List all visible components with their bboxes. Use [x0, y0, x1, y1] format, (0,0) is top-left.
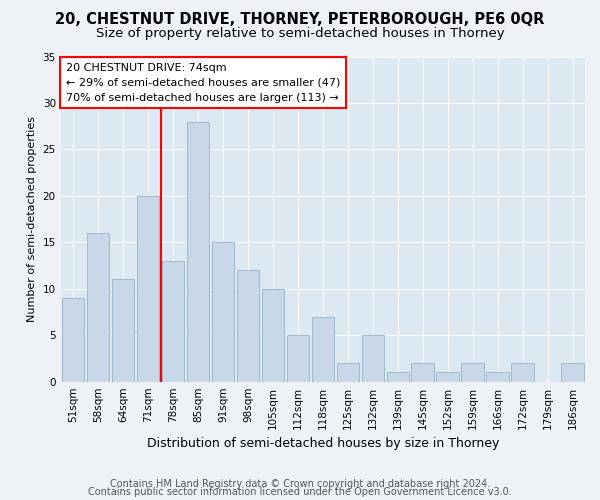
Text: Contains public sector information licensed under the Open Government Licence v3: Contains public sector information licen… [88, 487, 512, 497]
Bar [62, 298, 85, 382]
Bar [561, 363, 584, 382]
Bar [212, 242, 234, 382]
Bar [487, 372, 509, 382]
Bar [162, 261, 184, 382]
Text: Size of property relative to semi-detached houses in Thorney: Size of property relative to semi-detach… [95, 28, 505, 40]
Text: 20 CHESTNUT DRIVE: 74sqm
← 29% of semi-detached houses are smaller (47)
70% of s: 20 CHESTNUT DRIVE: 74sqm ← 29% of semi-d… [66, 63, 340, 102]
Bar [262, 289, 284, 382]
Y-axis label: Number of semi-detached properties: Number of semi-detached properties [27, 116, 37, 322]
Bar [311, 316, 334, 382]
Bar [137, 196, 159, 382]
Bar [511, 363, 534, 382]
Bar [436, 372, 459, 382]
X-axis label: Distribution of semi-detached houses by size in Thorney: Distribution of semi-detached houses by … [146, 437, 499, 450]
Text: 20, CHESTNUT DRIVE, THORNEY, PETERBOROUGH, PE6 0QR: 20, CHESTNUT DRIVE, THORNEY, PETERBOROUG… [55, 12, 545, 28]
Bar [412, 363, 434, 382]
Bar [461, 363, 484, 382]
Bar [386, 372, 409, 382]
Bar [337, 363, 359, 382]
Text: Contains HM Land Registry data © Crown copyright and database right 2024.: Contains HM Land Registry data © Crown c… [110, 479, 490, 489]
Bar [87, 233, 109, 382]
Bar [112, 280, 134, 382]
Bar [187, 122, 209, 382]
Bar [287, 335, 309, 382]
Bar [362, 335, 384, 382]
Bar [236, 270, 259, 382]
